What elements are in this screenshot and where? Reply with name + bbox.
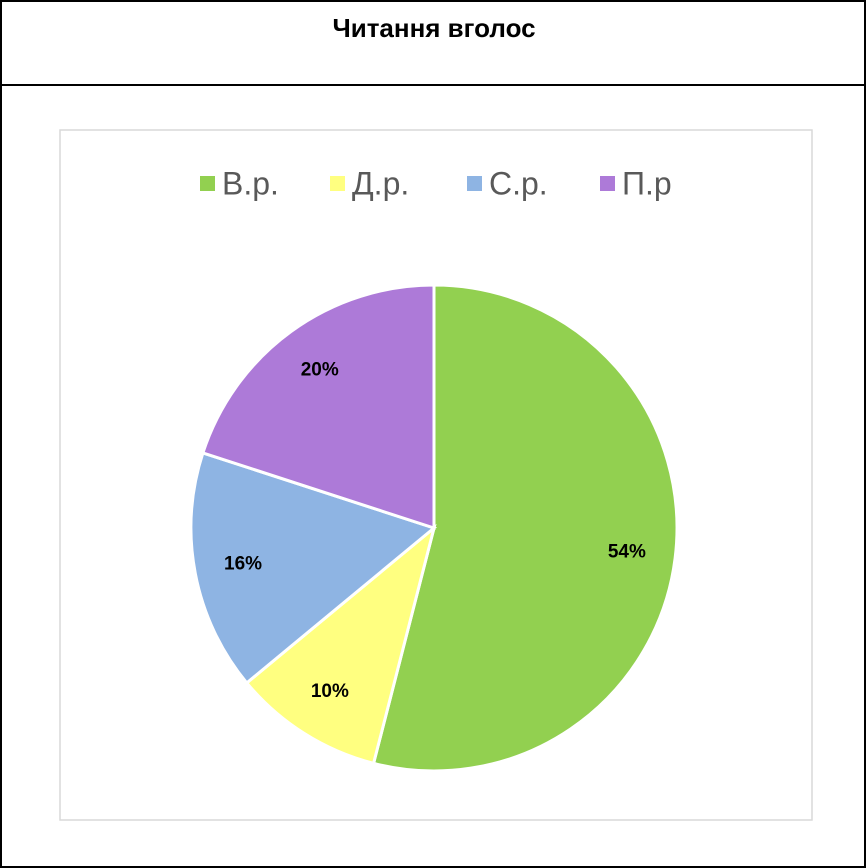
pie-slice: [189, 451, 438, 686]
legend-swatch: [467, 176, 482, 191]
legend-swatch: [200, 176, 215, 191]
legend-label: С.р.: [489, 165, 548, 201]
pie-slice: [244, 523, 437, 766]
data-label: 16%: [224, 553, 262, 574]
data-label: 10%: [311, 681, 349, 702]
data-label: 20%: [301, 360, 339, 381]
legend-swatch: [600, 176, 615, 191]
data-label: 54%: [608, 541, 646, 562]
legend-label: Д.р.: [352, 165, 409, 201]
legend-label: П.р: [622, 165, 672, 201]
pie-slice: [201, 283, 436, 531]
legend-swatch: [330, 176, 345, 191]
pie-slice: [371, 283, 679, 773]
legend-label: В.р.: [222, 165, 279, 201]
chart-title: Читання вголос: [332, 13, 535, 43]
